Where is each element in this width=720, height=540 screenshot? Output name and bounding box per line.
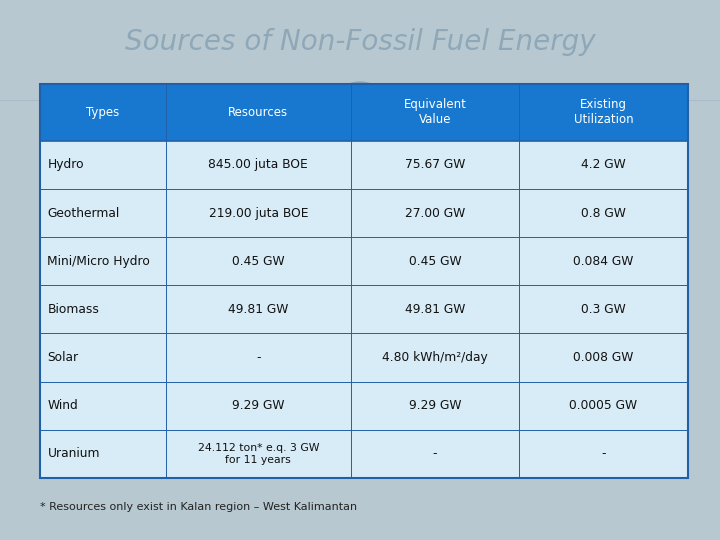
FancyBboxPatch shape bbox=[351, 237, 519, 285]
Text: Resources: Resources bbox=[228, 106, 289, 119]
Text: 0.0005 GW: 0.0005 GW bbox=[570, 399, 637, 412]
FancyBboxPatch shape bbox=[519, 189, 688, 237]
FancyBboxPatch shape bbox=[166, 237, 351, 285]
Text: 0.8 GW: 0.8 GW bbox=[581, 207, 626, 220]
FancyBboxPatch shape bbox=[166, 84, 351, 141]
FancyBboxPatch shape bbox=[40, 84, 166, 141]
FancyBboxPatch shape bbox=[40, 285, 166, 334]
FancyBboxPatch shape bbox=[40, 430, 166, 478]
FancyBboxPatch shape bbox=[351, 334, 519, 382]
Text: Biomass: Biomass bbox=[48, 303, 99, 316]
Text: Wind: Wind bbox=[48, 399, 78, 412]
FancyBboxPatch shape bbox=[519, 382, 688, 430]
FancyBboxPatch shape bbox=[40, 382, 166, 430]
Text: 0.45 GW: 0.45 GW bbox=[408, 255, 462, 268]
FancyBboxPatch shape bbox=[166, 334, 351, 382]
Text: 0.45 GW: 0.45 GW bbox=[232, 255, 284, 268]
FancyBboxPatch shape bbox=[351, 189, 519, 237]
FancyBboxPatch shape bbox=[166, 285, 351, 334]
Text: 4.80 kWh/m²/day: 4.80 kWh/m²/day bbox=[382, 351, 487, 364]
FancyBboxPatch shape bbox=[519, 84, 688, 141]
Text: Mini/Micro Hydro: Mini/Micro Hydro bbox=[48, 255, 150, 268]
FancyBboxPatch shape bbox=[519, 141, 688, 189]
Text: Hydro: Hydro bbox=[48, 158, 84, 171]
FancyBboxPatch shape bbox=[166, 189, 351, 237]
Text: * Resources only exist in Kalan region – West Kalimantan: * Resources only exist in Kalan region –… bbox=[40, 502, 356, 512]
Text: -: - bbox=[433, 447, 437, 460]
Text: 24.112 ton* e.q. 3 GW
for 11 years: 24.112 ton* e.q. 3 GW for 11 years bbox=[197, 443, 319, 464]
FancyBboxPatch shape bbox=[519, 237, 688, 285]
FancyBboxPatch shape bbox=[40, 141, 166, 189]
Text: Equivalent
Value: Equivalent Value bbox=[403, 98, 467, 126]
FancyBboxPatch shape bbox=[40, 334, 166, 382]
Ellipse shape bbox=[333, 83, 387, 138]
Text: 9.29 GW: 9.29 GW bbox=[232, 399, 284, 412]
FancyBboxPatch shape bbox=[166, 430, 351, 478]
Text: -: - bbox=[256, 351, 261, 364]
FancyBboxPatch shape bbox=[166, 141, 351, 189]
FancyBboxPatch shape bbox=[40, 237, 166, 285]
FancyBboxPatch shape bbox=[519, 334, 688, 382]
Text: 0.084 GW: 0.084 GW bbox=[573, 255, 634, 268]
FancyBboxPatch shape bbox=[519, 430, 688, 478]
FancyBboxPatch shape bbox=[519, 285, 688, 334]
Text: 75.67 GW: 75.67 GW bbox=[405, 158, 465, 171]
Text: Solar: Solar bbox=[48, 351, 78, 364]
Text: 27.00 GW: 27.00 GW bbox=[405, 207, 465, 220]
FancyBboxPatch shape bbox=[351, 285, 519, 334]
FancyBboxPatch shape bbox=[351, 382, 519, 430]
Text: 845.00 juta BOE: 845.00 juta BOE bbox=[208, 158, 308, 171]
Text: 49.81 GW: 49.81 GW bbox=[405, 303, 465, 316]
Text: Existing
Utilization: Existing Utilization bbox=[574, 98, 633, 126]
Text: 9.29 GW: 9.29 GW bbox=[409, 399, 461, 412]
Text: -: - bbox=[601, 447, 606, 460]
Text: 4.2 GW: 4.2 GW bbox=[581, 158, 626, 171]
FancyBboxPatch shape bbox=[166, 382, 351, 430]
Text: Geothermal: Geothermal bbox=[48, 207, 120, 220]
Text: 0.3 GW: 0.3 GW bbox=[581, 303, 626, 316]
Text: Types: Types bbox=[86, 106, 120, 119]
FancyBboxPatch shape bbox=[351, 141, 519, 189]
Text: 49.81 GW: 49.81 GW bbox=[228, 303, 289, 316]
FancyBboxPatch shape bbox=[351, 84, 519, 141]
Text: Sources of Non-Fossil Fuel Energy: Sources of Non-Fossil Fuel Energy bbox=[125, 28, 595, 56]
Text: 0.008 GW: 0.008 GW bbox=[573, 351, 634, 364]
FancyBboxPatch shape bbox=[351, 430, 519, 478]
FancyBboxPatch shape bbox=[40, 189, 166, 237]
Text: 219.00 juta BOE: 219.00 juta BOE bbox=[209, 207, 308, 220]
Text: Uranium: Uranium bbox=[48, 447, 100, 460]
